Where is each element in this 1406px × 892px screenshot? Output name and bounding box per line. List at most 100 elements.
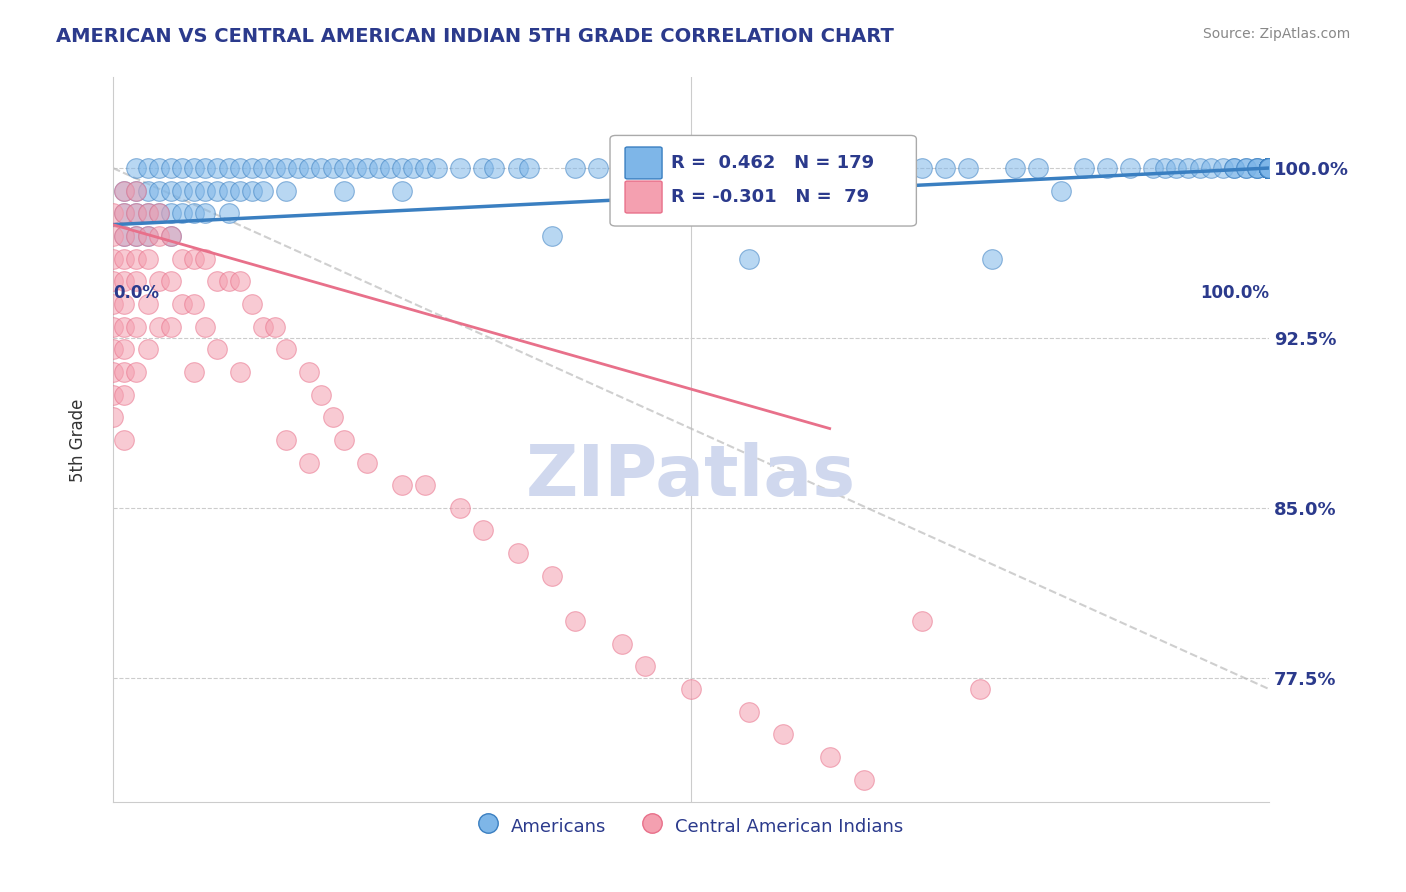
- Point: [194, 161, 217, 175]
- Point: [380, 161, 402, 175]
- Point: [240, 161, 263, 175]
- Point: [136, 229, 159, 244]
- Point: [1258, 161, 1281, 175]
- Point: [1258, 161, 1281, 175]
- Text: Source: ZipAtlas.com: Source: ZipAtlas.com: [1202, 27, 1350, 41]
- Point: [1258, 161, 1281, 175]
- Point: [1050, 184, 1073, 198]
- Point: [541, 229, 564, 244]
- Point: [1258, 161, 1281, 175]
- Point: [634, 161, 657, 175]
- Point: [506, 546, 529, 560]
- Point: [853, 161, 876, 175]
- Point: [298, 365, 321, 379]
- Point: [517, 161, 540, 175]
- Point: [1258, 161, 1281, 175]
- Point: [1095, 161, 1118, 175]
- Point: [263, 319, 285, 334]
- Point: [125, 319, 148, 334]
- Point: [1258, 161, 1281, 175]
- Point: [1258, 161, 1281, 175]
- Point: [1223, 161, 1246, 175]
- Point: [1258, 161, 1281, 175]
- Point: [1246, 161, 1268, 175]
- Point: [1258, 161, 1281, 175]
- Point: [1258, 161, 1281, 175]
- Text: 0.0%: 0.0%: [112, 284, 159, 302]
- Point: [125, 161, 148, 175]
- Point: [1258, 161, 1281, 175]
- Point: [172, 252, 194, 266]
- Point: [159, 161, 181, 175]
- Point: [1258, 161, 1281, 175]
- Point: [114, 343, 136, 357]
- Point: [172, 206, 194, 220]
- Point: [1258, 161, 1281, 175]
- Text: ZIPatlas: ZIPatlas: [526, 442, 856, 510]
- Point: [588, 161, 610, 175]
- Point: [183, 365, 205, 379]
- Text: AMERICAN VS CENTRAL AMERICAN INDIAN 5TH GRADE CORRELATION CHART: AMERICAN VS CENTRAL AMERICAN INDIAN 5TH …: [56, 27, 894, 45]
- Point: [229, 161, 252, 175]
- Point: [1004, 161, 1026, 175]
- Point: [911, 161, 934, 175]
- Point: [703, 161, 725, 175]
- Point: [159, 206, 181, 220]
- Point: [1177, 161, 1199, 175]
- Point: [1258, 161, 1281, 175]
- Point: [1258, 161, 1281, 175]
- Point: [772, 727, 794, 741]
- Point: [1258, 161, 1281, 175]
- Point: [1258, 161, 1281, 175]
- Point: [1166, 161, 1188, 175]
- Point: [136, 206, 159, 220]
- Point: [1258, 161, 1281, 175]
- Point: [471, 161, 494, 175]
- Point: [194, 206, 217, 220]
- Point: [159, 319, 181, 334]
- Point: [391, 478, 413, 492]
- Point: [391, 184, 413, 198]
- FancyBboxPatch shape: [626, 181, 662, 213]
- Point: [1212, 161, 1234, 175]
- Point: [125, 229, 148, 244]
- Point: [229, 184, 252, 198]
- Point: [1258, 161, 1281, 175]
- Point: [1258, 161, 1281, 175]
- Point: [194, 319, 217, 334]
- Point: [541, 568, 564, 582]
- Point: [148, 206, 170, 220]
- Point: [276, 343, 298, 357]
- Point: [101, 365, 124, 379]
- Point: [1258, 161, 1281, 175]
- Point: [969, 681, 991, 696]
- Point: [125, 206, 148, 220]
- Point: [136, 161, 159, 175]
- Point: [1258, 161, 1281, 175]
- Point: [934, 161, 956, 175]
- Point: [1258, 161, 1281, 175]
- Point: [1258, 161, 1281, 175]
- Point: [1258, 161, 1281, 175]
- Point: [1258, 161, 1281, 175]
- Text: 5th Grade: 5th Grade: [69, 398, 87, 482]
- Point: [1258, 161, 1281, 175]
- Point: [1258, 161, 1281, 175]
- Point: [564, 161, 586, 175]
- Point: [183, 297, 205, 311]
- Point: [1258, 161, 1281, 175]
- Point: [1234, 161, 1257, 175]
- Point: [240, 297, 263, 311]
- Point: [125, 252, 148, 266]
- Point: [1234, 161, 1257, 175]
- FancyBboxPatch shape: [610, 136, 917, 226]
- Point: [471, 524, 494, 538]
- Point: [1258, 161, 1281, 175]
- Point: [309, 387, 332, 401]
- Point: [957, 161, 980, 175]
- Point: [1258, 161, 1281, 175]
- Point: [114, 319, 136, 334]
- Point: [610, 161, 633, 175]
- Point: [218, 206, 240, 220]
- Point: [679, 206, 702, 220]
